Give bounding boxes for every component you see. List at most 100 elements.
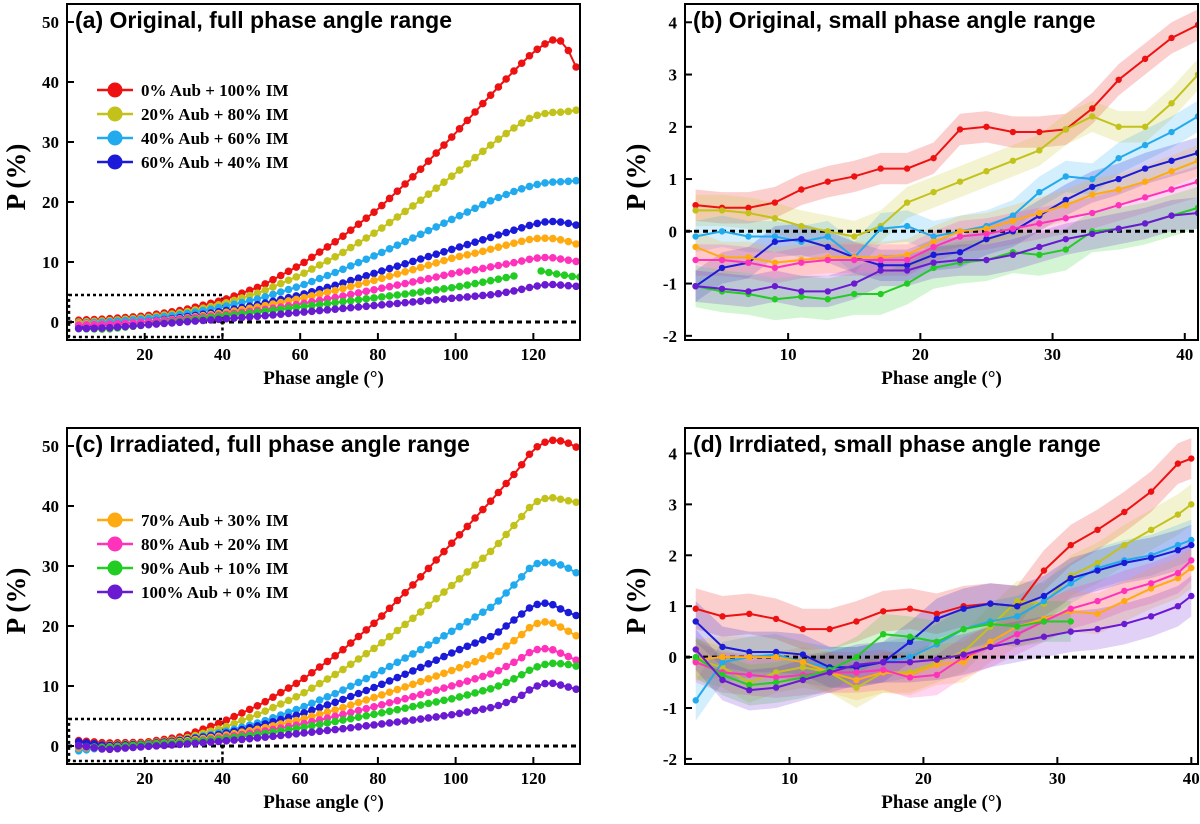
data-point	[393, 187, 402, 195]
data-point	[377, 248, 386, 257]
data-point	[424, 601, 433, 610]
data-point	[719, 613, 726, 620]
data-point	[370, 285, 378, 294]
legend-label: 40% Aub + 60% IM	[141, 129, 289, 148]
data-point	[346, 303, 355, 312]
data-point	[354, 280, 363, 289]
y-tick-label: -1	[663, 699, 677, 718]
y-tick-label: 0	[669, 222, 678, 241]
data-point	[292, 273, 301, 281]
data-point	[1168, 157, 1175, 164]
data-point	[424, 564, 433, 573]
data-point	[370, 644, 378, 653]
data-point	[746, 610, 753, 618]
data-point	[692, 243, 699, 251]
data-point	[983, 123, 990, 130]
data-point	[315, 663, 324, 671]
data-point	[494, 261, 503, 270]
data-point	[548, 619, 557, 627]
data-point	[826, 669, 833, 676]
data-point	[471, 675, 479, 683]
series-line-40% Aub + 60% IM	[694, 539, 1192, 701]
data-point	[1147, 585, 1155, 592]
panel-title: (a) Original, full phase angle range	[75, 7, 452, 33]
data-point	[502, 190, 510, 199]
data-point	[463, 677, 472, 685]
data-point	[572, 240, 580, 248]
data-point	[1094, 610, 1101, 618]
data-point	[354, 698, 363, 707]
data-point	[1036, 243, 1043, 251]
x-tick-label: 100	[443, 769, 469, 788]
data-point	[541, 644, 549, 653]
data-point	[772, 653, 780, 661]
data-point	[771, 238, 779, 245]
x-tick-label: 30	[1044, 345, 1061, 364]
data-point	[564, 177, 573, 186]
data-point	[799, 658, 807, 666]
data-point	[401, 180, 409, 188]
data-point	[906, 633, 914, 640]
data-point	[572, 656, 580, 664]
data-point	[541, 179, 549, 187]
data-point	[339, 703, 347, 712]
data-point	[692, 282, 699, 290]
data-point	[471, 266, 479, 274]
data-point	[960, 605, 967, 612]
data-point	[479, 505, 487, 514]
data-point	[269, 275, 277, 284]
data-point	[315, 306, 324, 315]
data-point	[440, 256, 448, 265]
y-tick-label: -1	[663, 275, 677, 294]
data-point	[393, 696, 402, 705]
data-point	[354, 723, 363, 731]
legend-marker	[107, 154, 123, 170]
data-point	[880, 630, 887, 638]
data-point	[339, 665, 347, 674]
data-point	[541, 618, 549, 626]
data-point	[455, 709, 464, 718]
data-point	[409, 173, 417, 181]
data-point	[1188, 592, 1195, 600]
x-tick-label: 80	[369, 345, 386, 364]
data-point	[1089, 113, 1096, 120]
panel-title: (c) Irradiated, full phase angle range	[75, 431, 470, 457]
data-point	[718, 285, 726, 292]
data-point	[1009, 225, 1017, 232]
data-point	[455, 574, 464, 583]
data-point	[253, 283, 262, 292]
data-point	[903, 280, 911, 287]
data-point	[463, 116, 472, 125]
y-tick-label: 2	[669, 118, 678, 137]
data-point	[432, 250, 441, 258]
data-point	[331, 305, 339, 313]
legend-label: 20% Aub + 80% IM	[141, 105, 289, 124]
data-point	[1062, 246, 1069, 253]
data-point	[292, 263, 301, 271]
data-point	[718, 264, 726, 272]
data-point	[502, 530, 510, 539]
data-point	[424, 287, 433, 295]
data-point	[175, 740, 184, 749]
data-point	[300, 280, 308, 289]
data-point	[276, 688, 285, 697]
data-point	[331, 268, 339, 277]
y-tick-label: 0	[51, 313, 60, 332]
data-point	[323, 675, 332, 683]
data-point	[906, 638, 914, 646]
data-point	[494, 488, 503, 497]
data-point	[440, 588, 448, 596]
data-point	[987, 643, 994, 651]
data-point	[370, 693, 378, 702]
data-point	[160, 319, 168, 328]
data-point	[486, 685, 495, 693]
data-point	[377, 201, 386, 210]
data-point	[880, 658, 887, 666]
data-point	[510, 258, 518, 267]
data-point	[292, 295, 301, 304]
data-point	[292, 693, 301, 701]
data-point	[284, 309, 293, 318]
data-point	[987, 600, 994, 607]
data-point	[292, 679, 301, 688]
data-point	[409, 202, 417, 210]
